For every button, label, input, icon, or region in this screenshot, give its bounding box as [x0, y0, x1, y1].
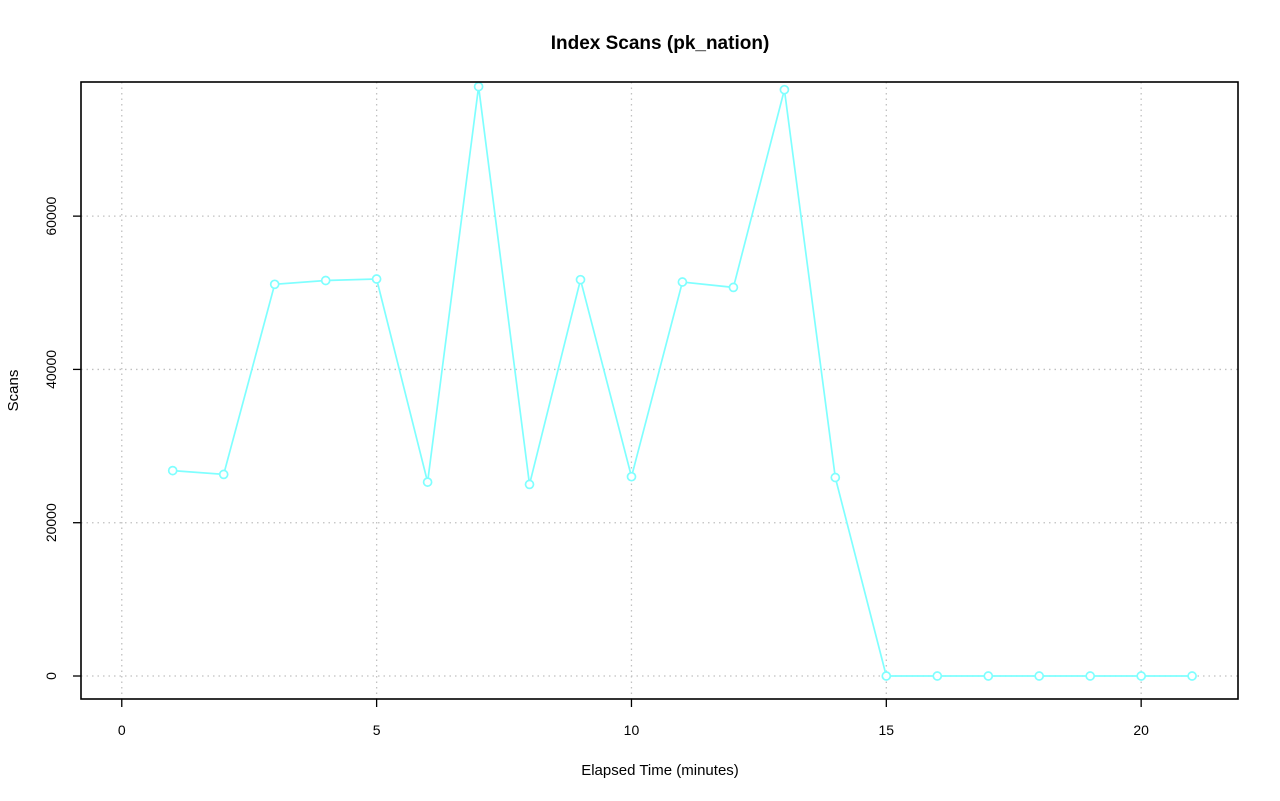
- x-tick-label: 5: [373, 722, 381, 738]
- data-point: [422, 477, 433, 487]
- x-axis-label: Elapsed Time (minutes): [581, 762, 739, 779]
- x-tick-label: 10: [624, 722, 640, 738]
- data-point: [320, 275, 331, 286]
- data-series: [167, 81, 1197, 681]
- y-tick-label: 20000: [43, 503, 59, 542]
- data-point: [626, 471, 637, 482]
- data-point: [473, 81, 484, 92]
- data-point: [218, 469, 229, 480]
- plot-frame: [80, 81, 1239, 700]
- y-tick-label: 40000: [43, 350, 59, 389]
- data-point: [728, 282, 739, 293]
- y-tick-label: 60000: [43, 196, 59, 235]
- x-tick-label: 0: [118, 722, 126, 738]
- data-point: [983, 671, 994, 681]
- data-point: [371, 274, 382, 284]
- data-point: [575, 274, 586, 285]
- data-point: [524, 479, 535, 490]
- series-line: [172, 86, 1193, 677]
- data-point: [932, 671, 943, 681]
- data-point: [1085, 671, 1096, 681]
- y-tick-label: 0: [43, 672, 59, 680]
- data-point: [167, 465, 178, 476]
- x-tick-label: 15: [879, 722, 895, 738]
- grid-lines: [81, 82, 1238, 699]
- data-point: [269, 279, 280, 290]
- axes: 0 5 10 15 20 0 20000 40000 60000: [43, 196, 1149, 738]
- data-point: [1136, 671, 1147, 681]
- x-tick-label: 20: [1133, 722, 1149, 738]
- chart-title: Index Scans (pk_nation): [551, 33, 770, 54]
- data-point: [779, 84, 790, 95]
- data-point: [881, 671, 892, 681]
- data-point: [677, 277, 688, 287]
- data-point: [1187, 671, 1197, 681]
- y-axis-label: Scans: [5, 370, 22, 412]
- data-point: [1034, 671, 1045, 681]
- data-point: [830, 472, 841, 483]
